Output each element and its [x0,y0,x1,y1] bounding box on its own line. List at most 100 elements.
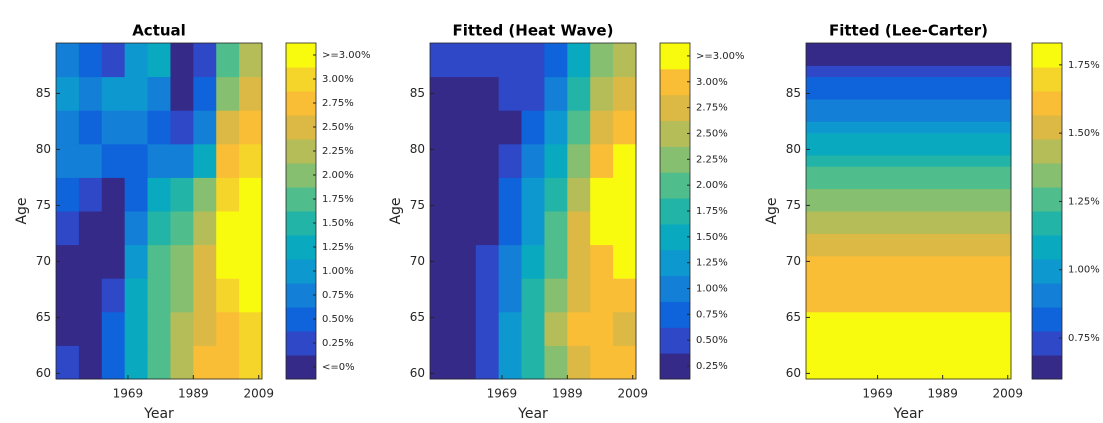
heat-cell [613,110,637,145]
heat-cell [239,278,263,313]
heat-cell [239,211,263,246]
colorbar-frame [1031,42,1063,380]
colorbar-tick-label: 1.00% [1068,265,1100,276]
heat-cell [498,244,523,279]
heat-cell [452,110,477,145]
heat-cell [544,110,568,145]
heat-cell [806,289,1012,302]
heat-cell [806,99,1012,111]
x-tick-label: 1969 [113,387,144,401]
colorbar-band [1032,67,1062,92]
heat-cell [521,278,545,313]
plot-frame [805,42,1012,380]
heat-cell [56,211,80,246]
y-tick-label: 80 [36,142,51,156]
heat-cell [147,211,171,246]
colorbar-tick-label: 2.50% [696,128,728,139]
colorbar-band [1032,331,1062,356]
heat-cell [806,300,1012,313]
heat-cell [475,76,500,111]
heat-cell [147,110,171,145]
colorbar-tick-label: 2.75% [696,103,728,114]
heat-cell [590,244,614,279]
y-tick-label: 75 [36,198,51,212]
heat-cell [613,244,637,279]
heat-cell [590,110,614,145]
heat-cell [806,87,1012,100]
colorbar-band [286,355,316,380]
colorbar-band [1032,355,1062,380]
heat-cell [452,211,477,246]
heat-cell [216,244,240,279]
heat-cell [216,211,240,246]
colorbar-tick-label: 2.00% [322,170,354,181]
heat-cell [78,43,103,78]
colorbar-tick-label: 3.00% [322,74,354,85]
heat-cell [216,43,240,78]
colorbar-band [286,211,316,236]
heat-cell [216,311,240,346]
heat-cell [544,177,568,212]
x-axis-label: Year [893,406,924,422]
heat-cell [78,143,103,178]
heat-cell [806,121,1012,134]
x-axis-label: Year [143,406,174,422]
heat-cell [239,143,263,178]
colorbar-band [1032,235,1062,260]
heat-cell [430,43,454,78]
heat-cell [806,177,1012,190]
colorbar-band [286,331,316,356]
heat-cell [806,222,1012,234]
colorbar-band [660,68,690,96]
heat-cell [170,43,194,78]
colorbar-band [660,43,690,70]
y-tick-label: 80 [410,142,425,156]
colorbar-tick-label: 2.50% [322,122,354,133]
colorbar-tick-label: >=3.00% [322,50,371,61]
y-tick-label: 85 [36,86,51,100]
heat-cell [101,143,126,178]
colorbar-tick-label: 1.75% [1068,60,1100,71]
heat-cell [430,76,454,111]
heat-cell [567,278,591,313]
colorbar-band [1032,307,1062,332]
heat-cell [147,345,171,380]
y-tick-label: 85 [786,86,801,100]
heat-cell [567,76,591,111]
heat-cell [452,311,477,346]
colorbar-band [1032,211,1062,236]
heat-cell [216,345,240,380]
colorbar-band [286,67,316,92]
heat-cell [475,143,500,178]
heat-cell [806,244,1012,257]
heat-cell [452,43,477,78]
heat-cell [239,110,263,145]
colorbar-band [660,172,690,199]
heat-cell [147,311,171,346]
colorbar-band [660,198,690,225]
heat-cell [613,345,637,380]
heat-cell [521,177,545,212]
y-tick-label: 85 [410,86,425,100]
x-axis-label: Year [517,406,548,422]
heat-cell [806,132,1012,145]
heat-cell [498,43,523,78]
heat-cell [170,244,194,279]
colorbar-band [1032,283,1062,308]
colorbar-band [1032,91,1062,116]
y-tick-label: 70 [36,254,51,268]
heat-cell [124,43,149,78]
heat-cell [475,110,500,145]
colorbar-frame [285,42,317,380]
heat-cell [101,43,126,78]
heat-cell [147,278,171,313]
heat-cell [78,278,103,313]
heat-cell [613,211,637,246]
x-tick-label: 2009 [243,387,274,401]
heat-cell [567,311,591,346]
heat-cell [567,211,591,246]
heat-cell [430,278,454,313]
heat-cell [56,110,80,145]
x-tick-label: 2009 [617,387,648,401]
heat-cell [430,244,454,279]
